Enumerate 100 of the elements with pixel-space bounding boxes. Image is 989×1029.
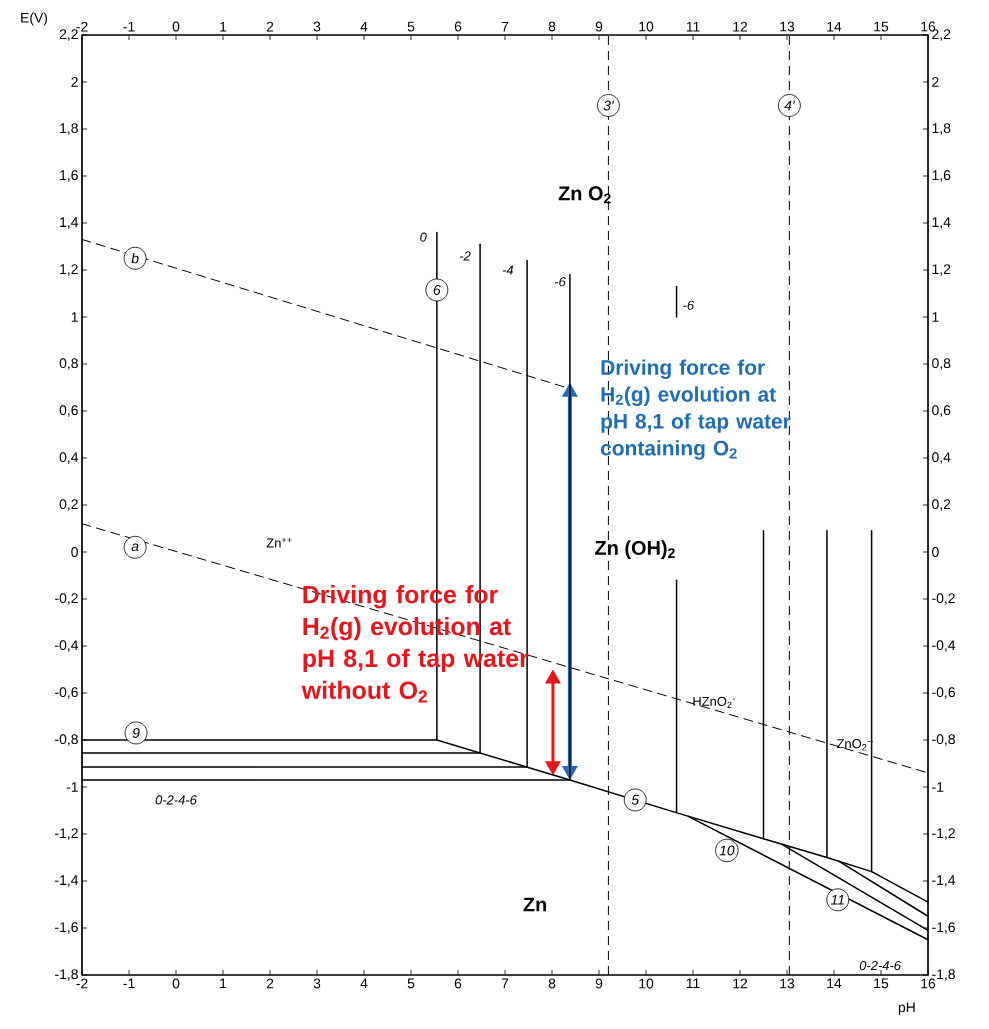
x-tick-label: -1	[123, 978, 135, 989]
y-tick-label: -1	[66, 782, 78, 792]
x-tick-label: 15	[874, 978, 889, 989]
y2-tick-label: 1,4	[932, 217, 951, 229]
x2-tick-label: 12	[733, 21, 748, 32]
x2-tick-label: 11	[686, 21, 700, 32]
x2-tick-label: 2	[266, 21, 274, 32]
y2-tick-label: -0,8	[932, 734, 955, 746]
y-tick-label: 0,6	[59, 405, 78, 417]
x2-tick-label: -2	[76, 21, 88, 32]
y2-tick-label: -1,4	[932, 875, 956, 887]
x-tick-label: 8	[548, 978, 556, 989]
annotation: -2	[459, 251, 471, 261]
annotation: 0	[420, 232, 427, 242]
x-tick-label: 9	[595, 978, 603, 989]
annotation: -6	[683, 300, 695, 310]
y2-tick-label: -0,2	[932, 593, 955, 605]
annotation: 0-2-4-6	[859, 961, 901, 971]
x-tick-label: 0	[172, 978, 180, 989]
x2-tick-label: 3	[313, 21, 321, 32]
annotation: 3'	[603, 100, 615, 111]
x2-tick-label: 10	[639, 21, 654, 32]
x2-tick-label: 4	[360, 21, 368, 32]
y2-tick-label: 1	[932, 312, 939, 322]
x-tick-label: 7	[501, 978, 509, 989]
x-tick-label: 4	[360, 978, 368, 989]
annotation: 4'	[784, 100, 795, 111]
y2-tick-label: 2	[932, 77, 939, 87]
annotation: 10	[719, 845, 735, 856]
annotation: Zn O$_{2}$	[558, 186, 611, 204]
y-tick-label: 2	[71, 77, 78, 87]
y2-tick-label: -1,6	[932, 922, 955, 934]
annotation: ZnO$_{2}$--	[836, 739, 873, 751]
x-tick-label: 1	[220, 978, 227, 989]
x2-tick-label: 9	[595, 21, 603, 32]
y2-tick-label: 0,8	[932, 358, 951, 370]
annotation: -6	[554, 277, 566, 287]
y2-tick-label: -0,6	[932, 687, 955, 699]
x-tick-label: 2	[266, 978, 274, 989]
y-tick-label: 1,2	[60, 264, 78, 276]
y-tick-label: 1,8	[60, 123, 78, 135]
x2-tick-label: 5	[407, 21, 415, 32]
x-tick-label: 5	[407, 978, 415, 989]
x2-tick-label: 8	[548, 21, 556, 32]
x-tick-label: 14	[827, 978, 842, 989]
x-tick-label: 11	[686, 978, 700, 989]
x-tick-label: 10	[639, 978, 654, 989]
x2-tick-label: 13	[780, 21, 795, 32]
annotation: Zn (OH)$_{2}$	[595, 540, 675, 559]
x-tick-label: -2	[76, 978, 88, 989]
annotation: -4	[502, 265, 514, 275]
y-tick-label: -1,6	[55, 922, 78, 934]
y2-tick-label: 1,8	[932, 123, 951, 135]
y2-tick-label: 0	[932, 547, 939, 557]
y-tick-label: -1,8	[55, 969, 78, 981]
x2-tick-label: 0	[172, 21, 180, 32]
y-tick-label: 0,8	[59, 358, 78, 370]
annotation: 0-2-4-6	[155, 795, 197, 805]
y-tick-label: -0,8	[55, 734, 78, 746]
y-tick-label: 1,6	[60, 170, 78, 182]
annotation: HZnO$_{2}$-	[693, 696, 736, 709]
annotation: 5	[631, 795, 640, 805]
y-axis-title: E(V)	[21, 12, 48, 26]
y2-tick-label: 1,2	[932, 264, 951, 276]
y2-tick-label: -1,2	[932, 828, 955, 840]
y-tick-label: 0,4	[59, 452, 79, 464]
y2-tick-label: -1	[932, 782, 944, 792]
x2-tick-label: -1	[123, 21, 135, 32]
x2-tick-label: 7	[501, 21, 509, 32]
y2-tick-label: 0,2	[932, 499, 951, 511]
x2-tick-label: 15	[874, 21, 889, 32]
y-tick-label: 0,2	[59, 499, 78, 511]
x-tick-label: 12	[733, 978, 748, 989]
annotation: Zn$^{++}$	[266, 537, 292, 548]
y2-tick-label: 0,4	[932, 452, 951, 464]
y-tick-label: 1	[71, 312, 78, 322]
annotation: Zn	[523, 897, 547, 912]
x-axis-title: pH	[898, 1002, 915, 1016]
annotation: b	[131, 253, 139, 264]
y2-tick-label: -0,4	[932, 640, 956, 652]
annotation: a	[131, 543, 139, 552]
y2-tick-label: 1,6	[932, 170, 951, 182]
annotation: 11	[830, 895, 844, 905]
y2-tick-label: 0,6	[932, 405, 951, 417]
y-tick-label: -1,4	[55, 875, 79, 887]
y-tick-label: -1,2	[55, 828, 78, 840]
x2-tick-label: 1	[220, 21, 227, 32]
y-tick-label: 0	[71, 547, 78, 557]
y-tick-label: -0,4	[55, 640, 79, 652]
x-tick-label: 13	[780, 978, 795, 989]
y-tick-label: 1,4	[60, 217, 79, 229]
y-tick-label: -0,6	[55, 687, 78, 699]
y-tick-label: 2,2	[59, 29, 78, 41]
annotation: 6	[433, 285, 441, 295]
x2-tick-label: 14	[827, 21, 842, 32]
y-tick-label: -0,2	[55, 593, 78, 605]
annotation: 9	[132, 728, 140, 738]
x2-tick-label: 6	[454, 21, 462, 32]
x-tick-label: 6	[454, 978, 462, 989]
x-tick-label: 3	[313, 978, 321, 989]
